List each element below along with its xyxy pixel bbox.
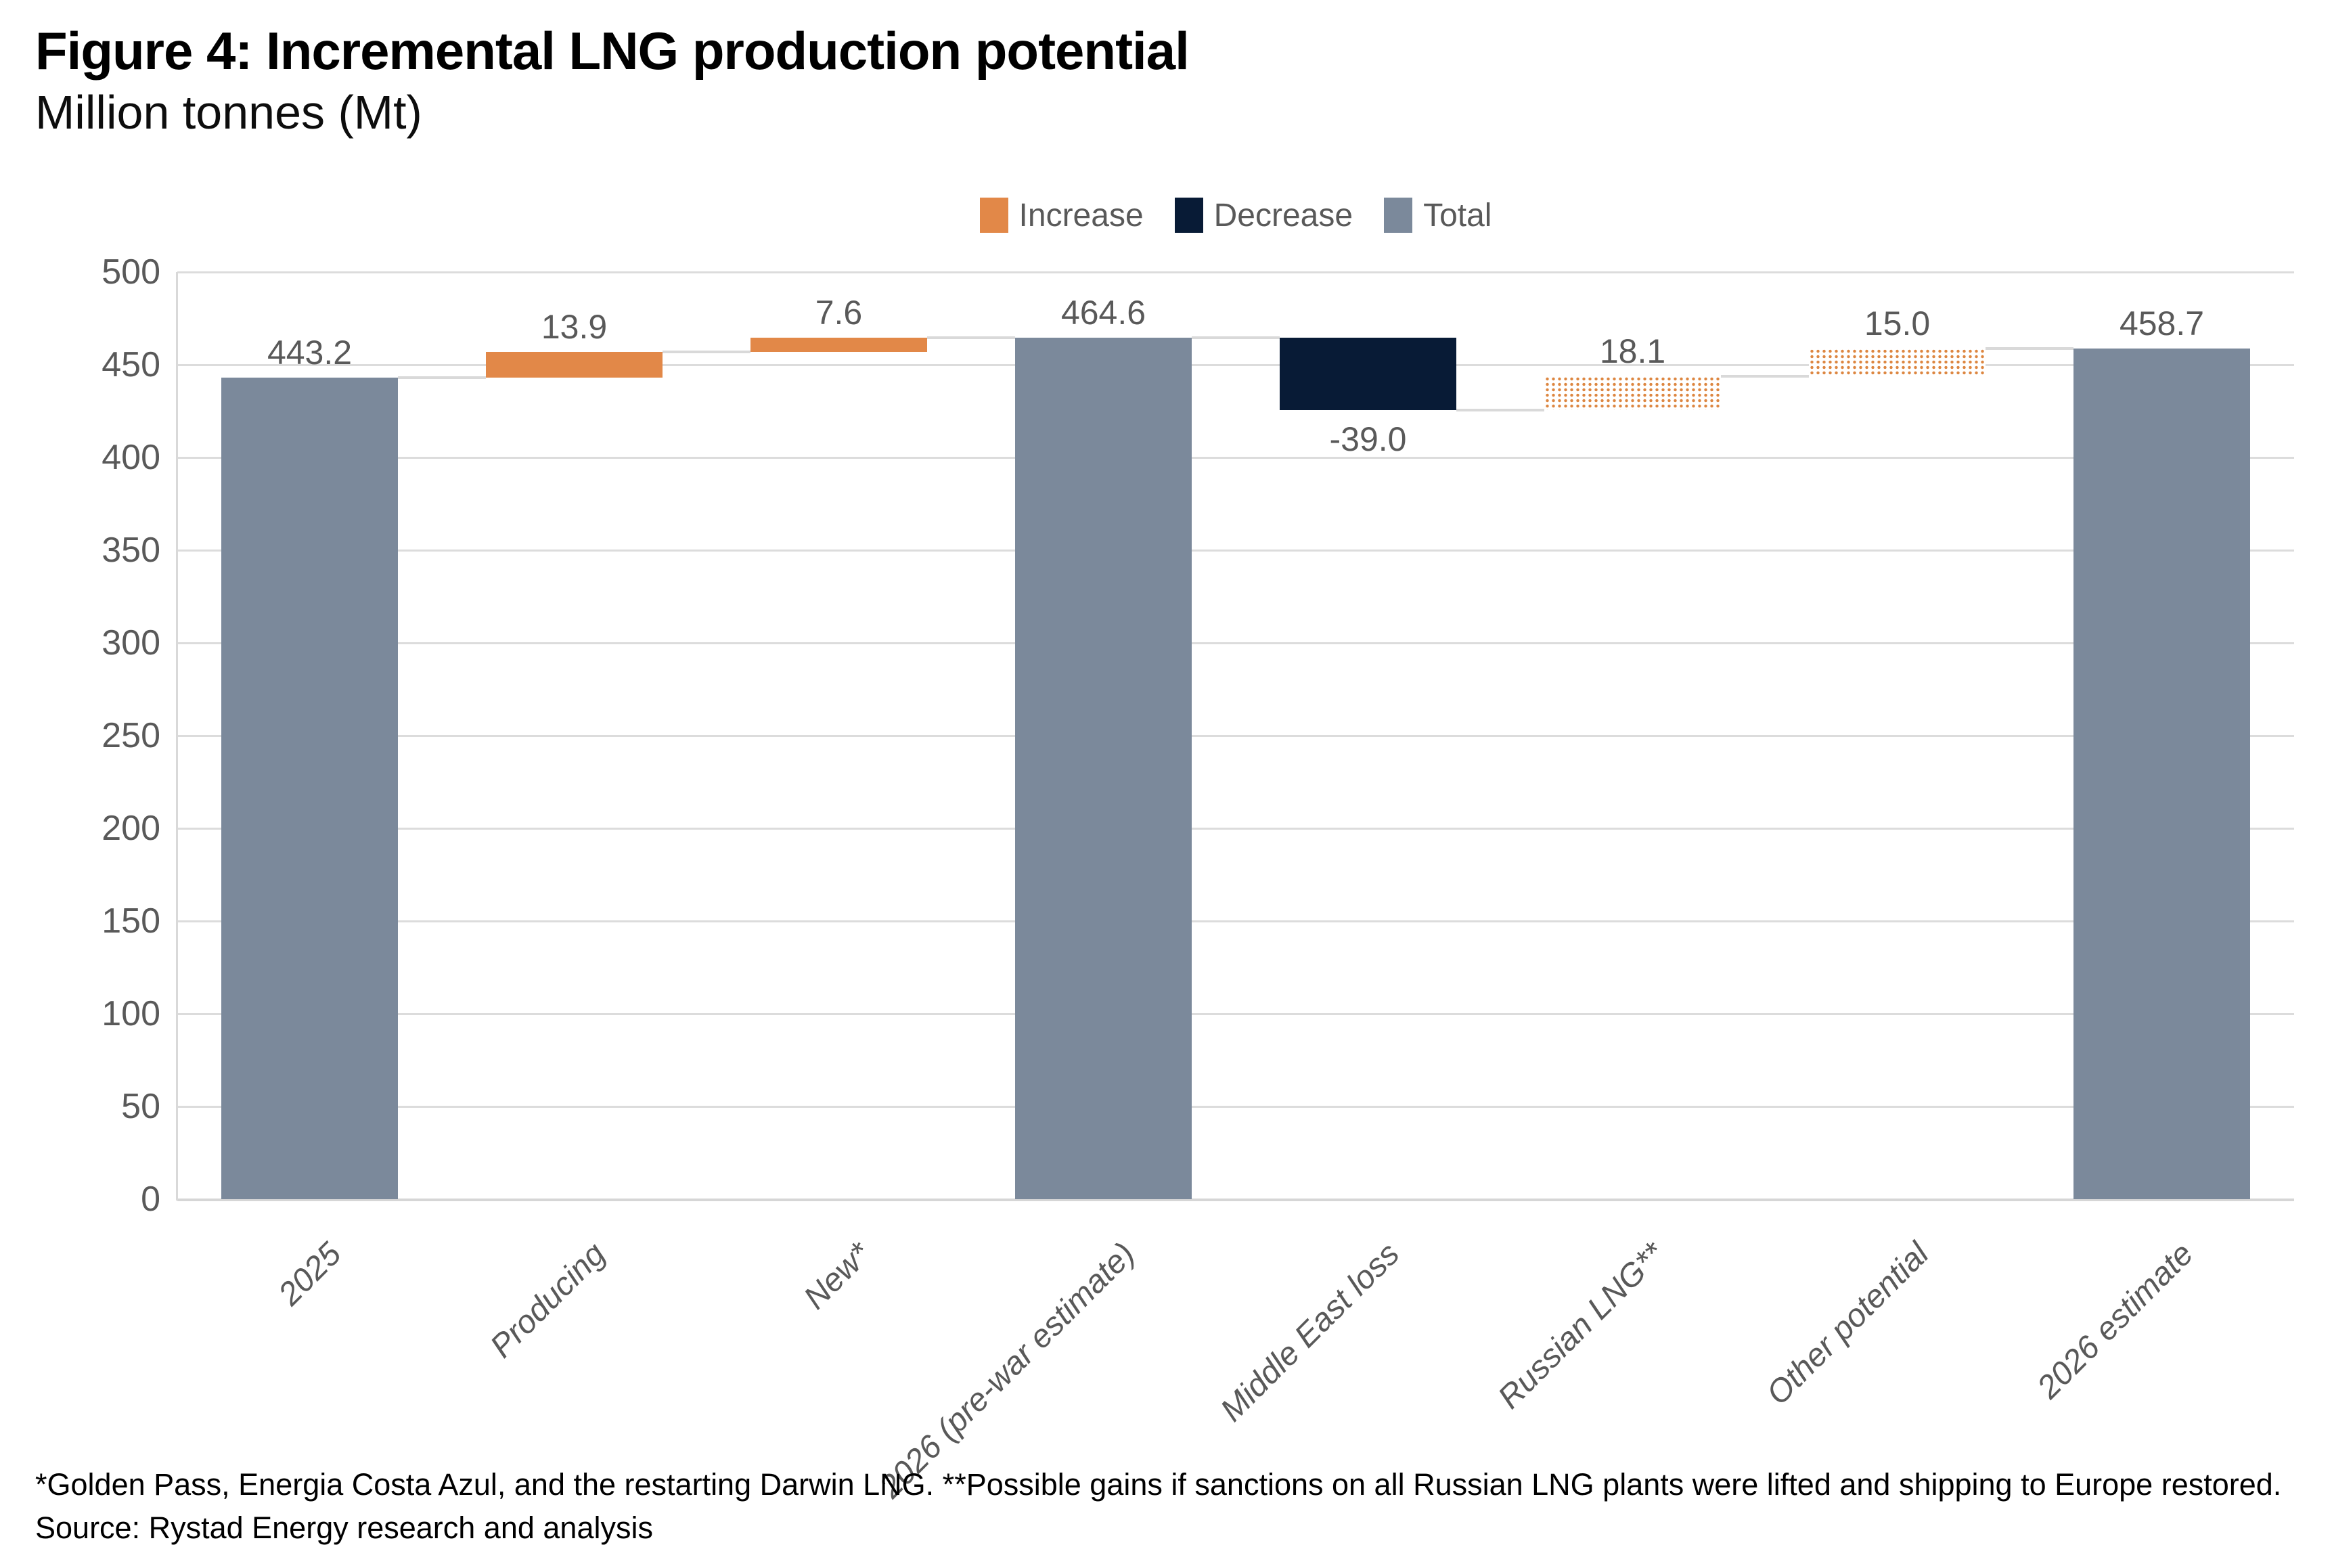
value-label-4: 464.6 (1060, 293, 1146, 332)
source-note: Source: Rystad Energy research and analy… (35, 1510, 653, 1545)
legend-swatch-decrease-icon (1174, 198, 1203, 233)
gridline-400 (177, 456, 2294, 459)
x-axis-label-3: New* (797, 1236, 878, 1316)
value-label-8: 458.7 (2119, 305, 2205, 343)
bar-5 (1280, 337, 1456, 410)
connector-5 (1456, 408, 1544, 411)
connector-6 (1721, 375, 1809, 378)
y-tick-200: 200 (102, 809, 160, 848)
legend-swatch-increase-icon (979, 198, 1008, 233)
y-tick-400: 400 (102, 438, 160, 477)
value-label-2: 13.9 (541, 307, 608, 346)
gridline-350 (177, 549, 2294, 552)
gridline-0 (177, 1198, 2294, 1201)
bar-7 (1809, 349, 1986, 377)
chart-legend: Increase Decrease Total (177, 194, 2294, 237)
gridline-150 (177, 920, 2294, 922)
legend-swatch-total-icon (1384, 198, 1413, 233)
legend-label: Decrease (1213, 197, 1353, 233)
figure-title: Figure 4: Incremental LNG production pot… (35, 21, 1190, 81)
y-tick-350: 350 (102, 531, 160, 570)
y-axis-line (176, 272, 178, 1201)
gridline-250 (177, 734, 2294, 737)
value-label-5: -39.0 (1329, 420, 1407, 458)
x-axis-label-7: Other potential (1759, 1236, 1936, 1412)
x-axis-label-5: Middle East loss (1213, 1236, 1407, 1429)
legend-item-increase: Increase (979, 197, 1144, 234)
legend-label: Total (1423, 197, 1492, 233)
value-label-3: 7.6 (815, 293, 863, 332)
footnote: *Golden Pass, Energia Costa Azul, and th… (35, 1467, 2282, 1502)
bar-6 (1544, 376, 1721, 410)
y-tick-100: 100 (102, 994, 160, 1033)
legend-item-total: Total (1384, 197, 1492, 234)
gridline-500 (177, 271, 2294, 273)
bar-2 (486, 351, 663, 378)
gridline-300 (177, 642, 2294, 644)
figure-subtitle: Million tonnes (Mt) (35, 86, 422, 139)
x-axis-label-2: Producing (483, 1236, 613, 1365)
value-label-7: 15.0 (1864, 305, 1931, 343)
y-tick-0: 0 (141, 1180, 160, 1219)
gridline-100 (177, 1012, 2294, 1015)
y-tick-50: 50 (121, 1087, 160, 1126)
x-axis-label-4: 2026 (pre-war estimate) (872, 1236, 1142, 1506)
y-tick-300: 300 (102, 623, 160, 663)
connector-2 (663, 350, 750, 353)
y-tick-150: 150 (102, 901, 160, 941)
connector-3 (927, 336, 1015, 339)
y-tick-450: 450 (102, 345, 160, 384)
y-tick-250: 250 (102, 716, 160, 755)
y-tick-500: 500 (102, 252, 160, 292)
gridline-450 (177, 363, 2294, 366)
x-axis-label-1: 2025 (271, 1236, 349, 1313)
bar-3 (750, 337, 927, 352)
bar-8 (2073, 349, 2250, 1199)
x-axis-label-8: 2026 estimate (2030, 1236, 2201, 1406)
connector-7 (1986, 347, 2073, 351)
bar-4 (1015, 337, 1192, 1199)
gridline-200 (177, 827, 2294, 830)
value-label-1: 443.2 (267, 333, 353, 372)
connector-1 (398, 376, 486, 379)
legend-item-decrease: Decrease (1174, 197, 1353, 234)
connector-4 (1192, 336, 1280, 339)
value-label-6: 18.1 (1599, 332, 1666, 371)
gridline-50 (177, 1105, 2294, 1108)
x-axis-label-6: Russian LNG** (1491, 1236, 1672, 1416)
legend-label: Increase (1018, 197, 1144, 233)
bar-1 (221, 377, 398, 1199)
